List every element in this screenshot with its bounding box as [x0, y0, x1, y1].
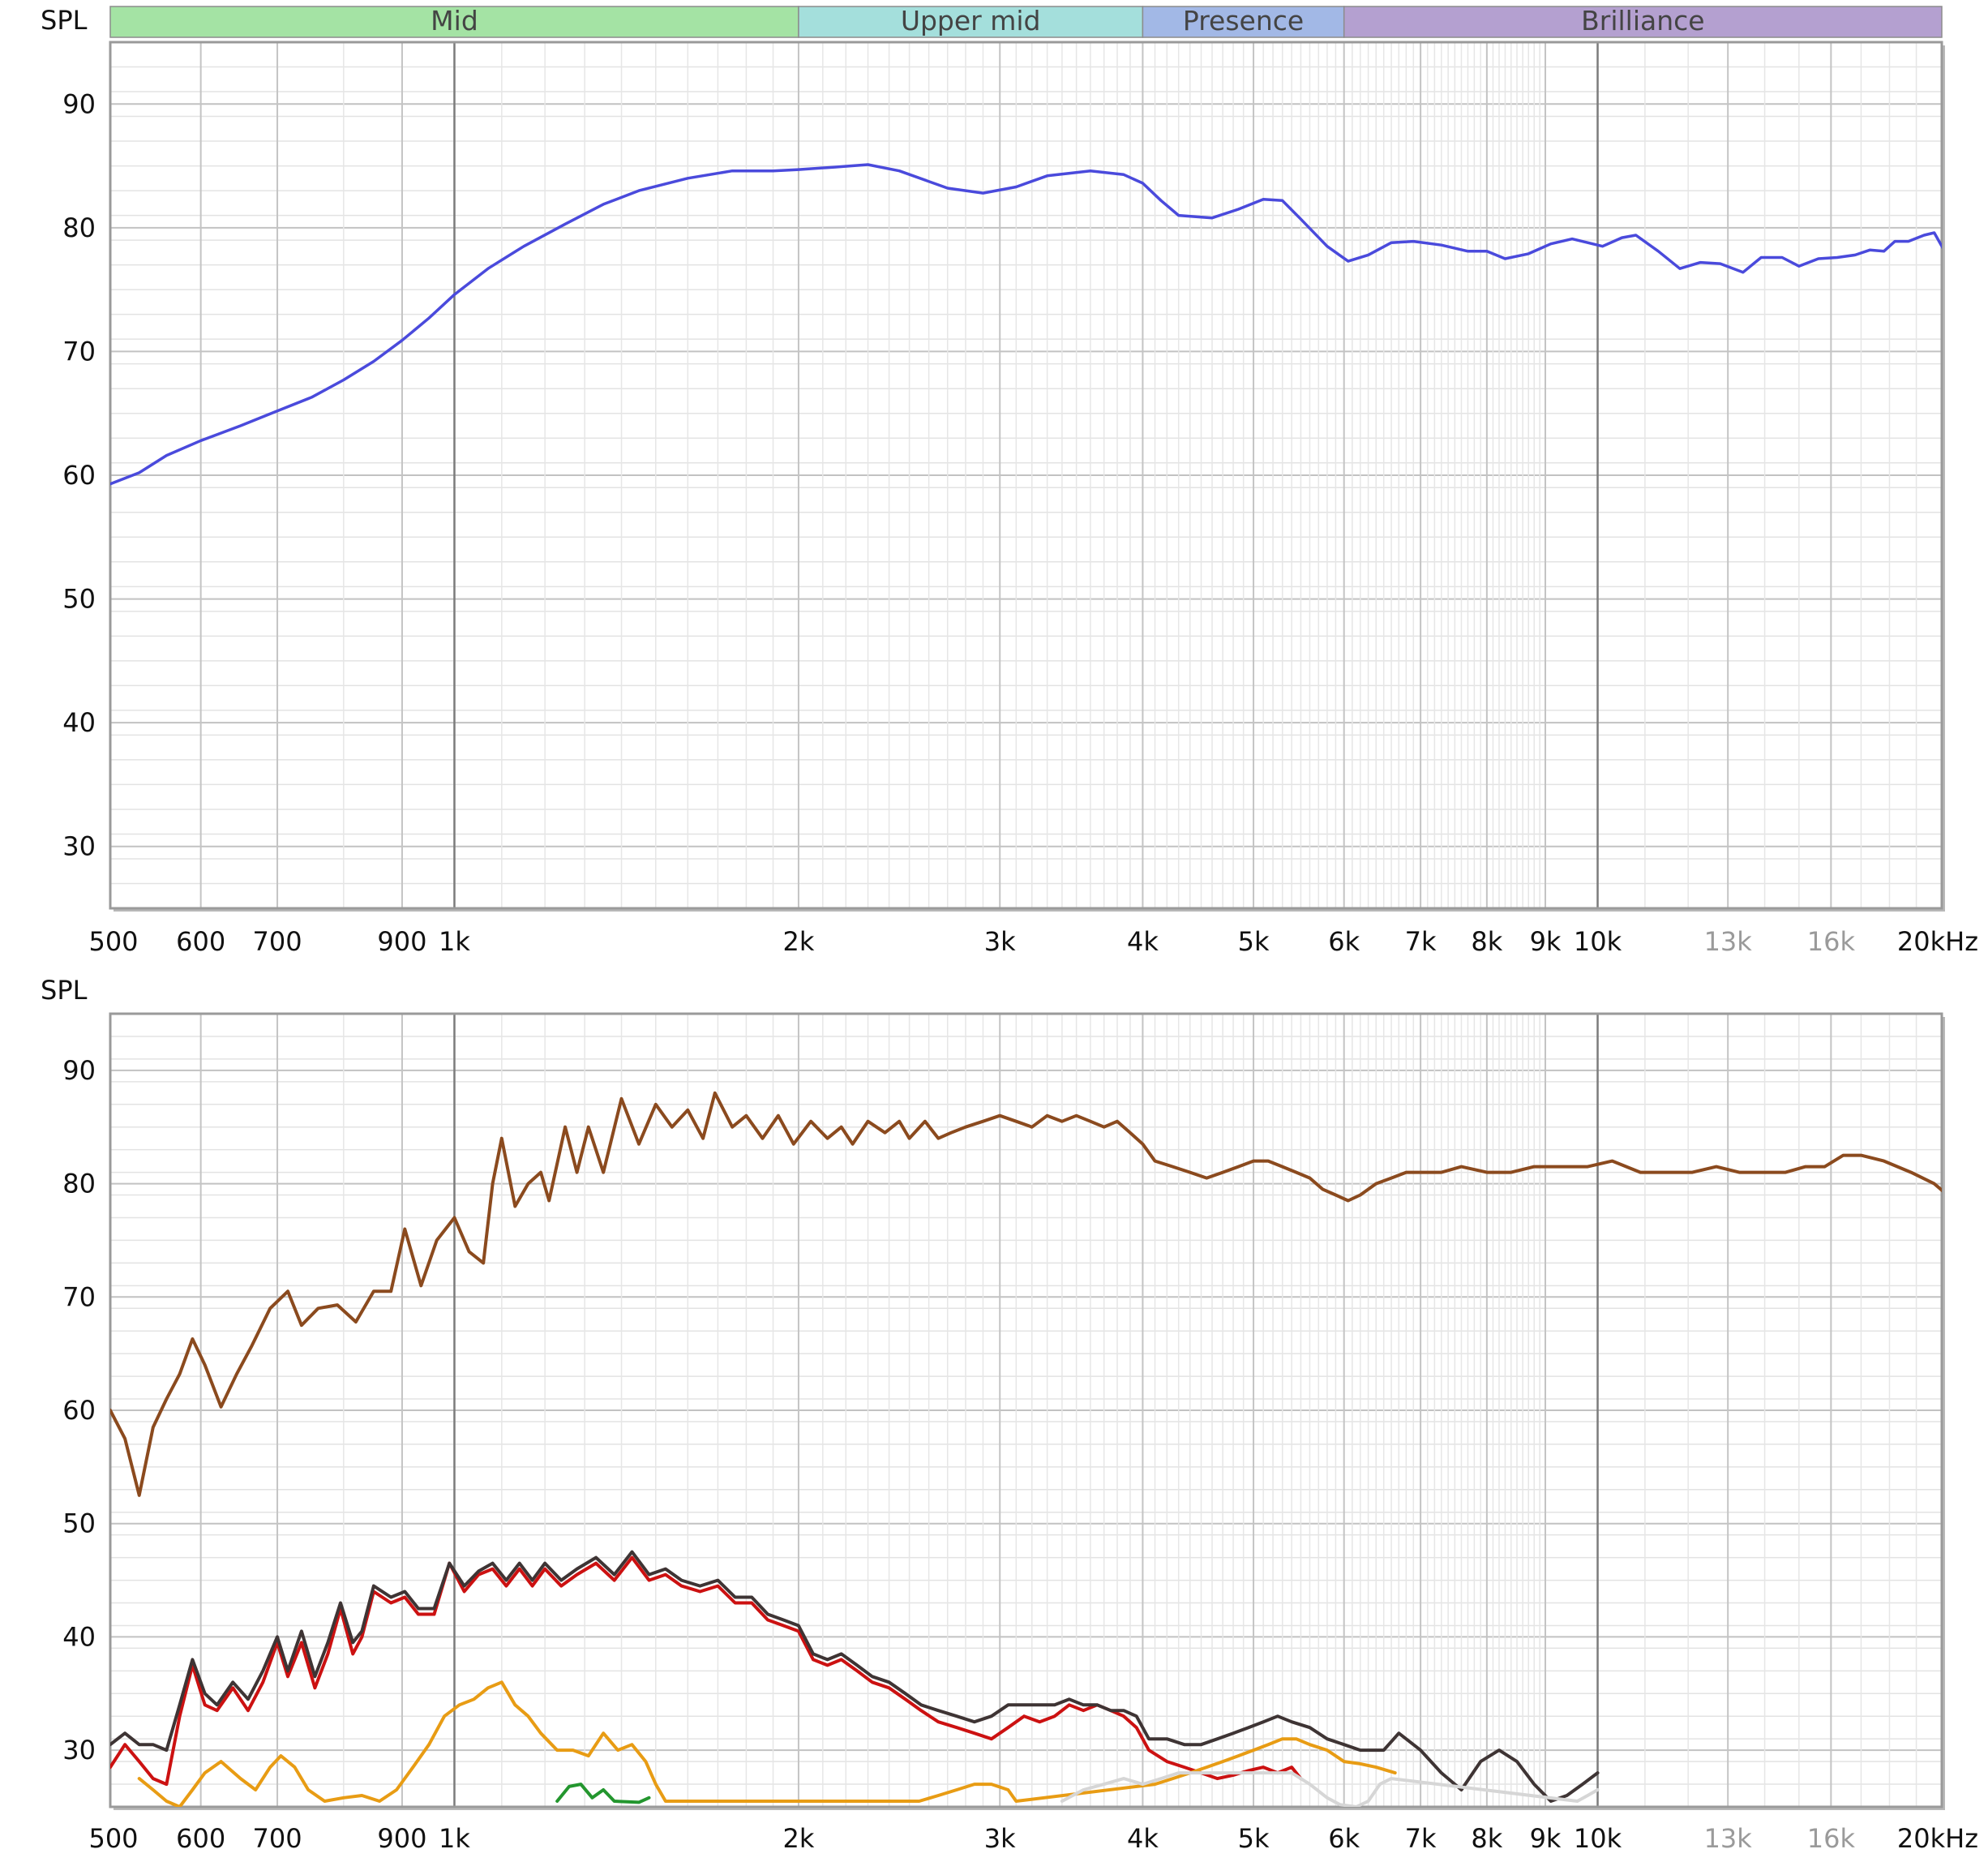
y-tick-label: 90	[62, 1055, 96, 1086]
y-tick-label: 30	[62, 1735, 96, 1765]
chart-1: Mid Upper mid Presence Brilliance 30 40 50 60 70…	[41, 5, 1978, 957]
y-tick-label: 90	[62, 88, 96, 119]
y-tick-label: 70	[62, 1281, 96, 1312]
y-tick-label: 40	[62, 707, 96, 738]
band-4	[1343, 6, 1943, 38]
x-tick-label: 700	[253, 926, 302, 957]
y-axis-label: SPL	[41, 5, 88, 36]
x-tick-label: 600	[176, 926, 225, 957]
x-tick-label: 5k	[1238, 926, 1270, 957]
series-line-1	[110, 1091, 1942, 1497]
x-tick-label: 13k	[1704, 926, 1753, 957]
x-tick-label: 8k	[1471, 926, 1502, 957]
y-tick-label: 70	[62, 336, 96, 367]
x-tick-label: 16k	[1807, 926, 1856, 957]
x-tick-label: 20kHz	[1897, 1823, 1978, 1854]
band-label: Brilliance	[1581, 5, 1704, 36]
y-tick-label: 40	[62, 1621, 96, 1652]
x-tick-label: 600	[176, 1823, 225, 1854]
x-tick-label: 3k	[984, 1823, 1016, 1854]
band-1	[109, 6, 799, 38]
x-tick-label: 7k	[1405, 926, 1437, 957]
y-tick-label: 80	[62, 212, 96, 243]
y-tick-label: 60	[62, 460, 96, 491]
x-tick-label: 10k	[1574, 926, 1622, 957]
y-axis-label: SPL	[41, 975, 88, 1006]
x-tick-label: 10k	[1574, 1823, 1622, 1854]
series-line-5	[555, 1783, 651, 1804]
x-tick-label: 1k	[439, 1823, 470, 1854]
x-tick-label: 500	[88, 1823, 138, 1854]
x-tick-label: 16k	[1807, 1823, 1856, 1854]
x-tick-label: 900	[377, 926, 426, 957]
x-tick-label: 700	[253, 1823, 302, 1854]
x-tick-label: 500	[88, 926, 138, 957]
band-3	[1142, 6, 1345, 38]
x-tick-label: 5k	[1238, 1823, 1270, 1854]
x-tick-label: 13k	[1704, 1823, 1753, 1854]
y-tick-label: 50	[62, 1508, 96, 1539]
x-tick-label: 2k	[782, 926, 814, 957]
y-tick-label: 30	[62, 831, 96, 862]
band-label: Presence	[1183, 5, 1304, 36]
band-label: Upper mid	[901, 5, 1041, 36]
x-tick-label: 8k	[1471, 1823, 1502, 1854]
x-tick-label: 9k	[1530, 1823, 1562, 1854]
x-tick-label: 4k	[1127, 1823, 1159, 1854]
x-tick-label: 9k	[1530, 926, 1562, 957]
y-tick-label: 50	[62, 584, 96, 615]
x-tick-label: 6k	[1328, 1823, 1360, 1854]
y-tick-label: 60	[62, 1395, 96, 1426]
band-2	[798, 6, 1144, 38]
x-tick-label: 7k	[1405, 1823, 1437, 1854]
series-line-3	[110, 1550, 1600, 1803]
x-tick-label: 6k	[1328, 926, 1360, 957]
band-label: Mid	[431, 5, 478, 36]
series-line-4	[137, 1680, 1397, 1807]
plot-frame	[109, 41, 1943, 910]
x-tick-label: 20kHz	[1897, 926, 1978, 957]
x-tick-label: 3k	[984, 926, 1016, 957]
series-line-6	[1060, 1771, 1600, 1807]
y-tick-label: 80	[62, 1169, 96, 1199]
x-tick-label: 1k	[439, 926, 470, 957]
chart-2: 30 40 50 60 70 80 90 SPL 500 600 700 900 1k 2k 3k 4k 5k 6…	[41, 975, 1978, 1854]
x-tick-label: 4k	[1127, 926, 1159, 957]
x-tick-label: 900	[377, 1823, 426, 1854]
series-line-1	[110, 163, 1942, 486]
x-tick-label: 2k	[782, 1823, 814, 1854]
